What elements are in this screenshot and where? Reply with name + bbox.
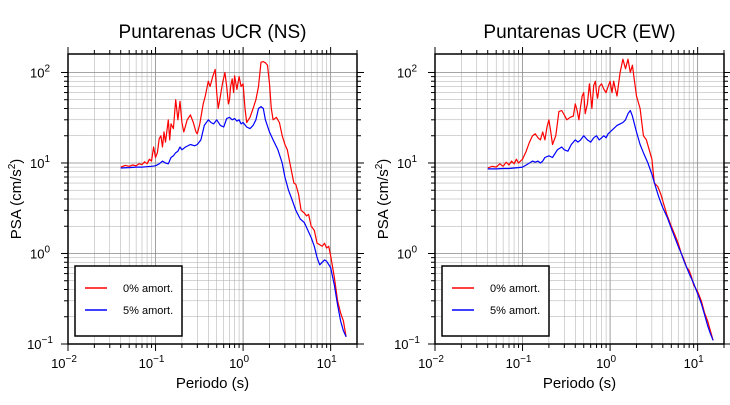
y-tick-label: 102 (397, 63, 417, 80)
y-tick-label: 10−1 (394, 335, 420, 352)
y-tick-label: 101 (397, 154, 417, 171)
chart-panel-0: Puntarenas UCR (NS) 10−2 10−1 100 101 10−1 100… (7, 22, 364, 392)
chart-panel-1: Puntarenas UCR (EW) 10−2 10−1 100 101 10−1 100… (374, 22, 730, 392)
series-line-0 (487, 58, 714, 341)
series-line-1 (120, 106, 347, 338)
legend-label-0: 0% amort. (123, 283, 173, 295)
x-tick-label: 100 (596, 354, 616, 371)
x-axis-label: Periodo (s) (176, 375, 249, 392)
plot-frame (67, 53, 358, 345)
x-tick-label: 100 (229, 354, 249, 371)
chart-title: Puntarenas UCR (EW) (483, 22, 675, 43)
y-tick-label: 101 (30, 154, 50, 171)
chart-title: Puntarenas UCR (NS) (119, 22, 307, 43)
grid (67, 54, 358, 345)
x-tick-label: 10−1 (139, 354, 165, 371)
legend: 0% amort. 5% amort. (74, 265, 183, 337)
x-tick-label: 101 (684, 354, 704, 371)
legend-label-1: 5% amort. (123, 305, 173, 317)
series-line-1 (487, 109, 714, 341)
legend-label-0: 0% amort. (490, 283, 540, 295)
series-line-0 (120, 61, 347, 337)
y-tick-label: 10−1 (27, 335, 53, 352)
y-tick-label: 100 (30, 244, 50, 261)
x-tick-label: 101 (317, 354, 337, 371)
legend-box (441, 265, 550, 337)
x-tick-label: 10−2 (418, 354, 444, 371)
x-tick-label: 10−1 (506, 354, 532, 371)
y-tick-label: 100 (397, 244, 417, 261)
y-axis-label: PSA (cm/s2) (7, 159, 25, 240)
x-tick-label: 10−2 (51, 354, 77, 371)
y-axis-label: PSA (cm/s2) (374, 159, 392, 240)
legend: 0% amort. 5% amort. (441, 265, 550, 337)
x-axis-label: Periodo (s) (543, 375, 616, 392)
legend-box (74, 265, 183, 337)
plot-frame (434, 53, 725, 345)
legend-label-1: 5% amort. (490, 305, 540, 317)
y-tick-label: 102 (30, 63, 50, 80)
